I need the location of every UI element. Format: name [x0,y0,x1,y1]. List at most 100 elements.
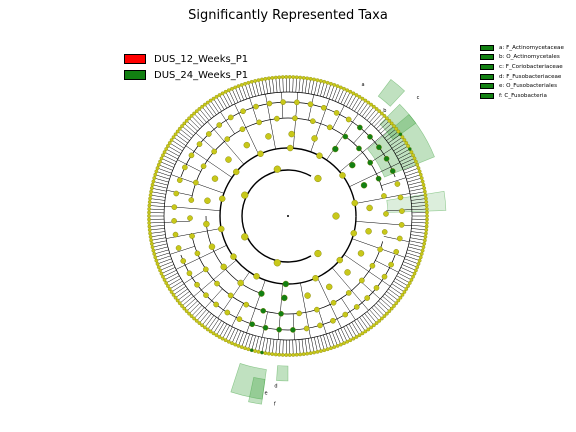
leaf-node [315,349,320,354]
internal-node [330,299,337,306]
leaf-node [200,104,204,109]
leaf-edge [177,291,190,301]
clade-swatch [480,73,494,80]
internal-node [344,269,351,276]
internal-node [359,277,365,284]
internal-node [365,228,372,235]
leaf-edge [359,102,369,115]
leaf-edge [282,339,284,355]
internal-node [262,324,269,331]
branch-spoke [292,313,295,340]
leaf-node [155,262,160,266]
leaf-node [404,287,409,291]
leaf-edge [356,318,366,332]
leaf-edge [186,300,198,312]
internal-node [353,304,360,310]
leaf-node [184,118,189,123]
leaf-node [374,321,379,325]
leaf-node [398,295,403,300]
leaf-node [396,129,401,134]
leaf-edge [403,164,418,171]
leaf-edge [238,86,245,101]
leaf-edge [373,115,385,127]
leaf-node [305,76,310,81]
internal-node [211,175,219,182]
clade-label: f: C_Fusobacteria [499,92,547,99]
leaf-edge [204,104,215,117]
internal-node [213,301,219,308]
leaf-node [338,85,343,90]
leaf-node [412,156,417,161]
leaf-edge [164,272,178,281]
leaf-edge [188,302,200,314]
leaf-node [260,77,264,82]
leaf-node [417,169,422,174]
leaf-edge [175,288,188,298]
leaf-node [270,76,275,80]
leaf-edge [279,77,281,93]
root-node [287,215,289,217]
leaf-edge [310,337,315,353]
internal-node [172,231,179,238]
leaf-edge [152,184,168,189]
leaf-node [150,245,155,250]
leaf-edge [181,296,194,307]
branch-arc [191,117,383,200]
internal-node [356,145,362,152]
leaf-node [164,281,169,285]
leaf-node [338,342,343,347]
leaf-node [325,347,330,352]
internal-node [241,191,249,199]
internal-node [394,181,401,187]
leaf-edge [409,240,425,245]
internal-node [375,175,382,182]
leaf-edge [157,258,172,265]
leaf-edge [405,255,420,261]
leaf-node [348,338,353,343]
leaf-node [319,79,323,83]
branch-arc [241,169,312,263]
branch-spoke [332,105,345,129]
leaf-node [184,309,189,314]
leaf-node [149,189,153,194]
leaf-node [162,150,167,154]
leaf-edge [364,313,375,326]
leaf-edge [361,315,372,328]
leaf-node [424,228,429,232]
internal-node [342,311,349,318]
leaf-node [194,318,199,323]
leaf-edge [407,177,422,183]
internal-node [281,294,288,302]
leaf-node [277,75,282,80]
leaf-edge [196,110,207,123]
leaf-edge [369,309,380,322]
internal-node [321,104,327,111]
group-legend: DUS_12_Weeks_P1 DUS_24_Weeks_P1 [124,51,248,83]
leaf-node [312,350,316,355]
internal-node [189,233,195,239]
leaf-edge [179,293,192,304]
leaf-edge [396,148,410,157]
leaf-edge [410,198,426,201]
leaf-node [329,346,333,351]
leaf-node [294,75,299,80]
leaf-node [419,176,424,180]
internal-node [175,245,182,251]
leaf-node [249,79,254,84]
leaf-node [424,196,428,201]
branch-spoke [220,111,235,134]
leaf-edge [155,252,170,258]
leaf-node [197,107,202,111]
leaf-node [180,304,184,308]
leaf-edge [171,139,185,149]
leaf-node [417,258,422,263]
leaf-edge [207,317,217,330]
leaf-edge [384,293,397,304]
internal-node [332,212,340,220]
leaf-edge [389,286,403,296]
leaf-node [147,203,152,208]
clade-legend-item: c: F_Coriobacteriaceae [480,62,564,72]
leaf-edge [149,205,165,207]
leaf-node [422,241,427,246]
leaf-node [233,342,238,347]
